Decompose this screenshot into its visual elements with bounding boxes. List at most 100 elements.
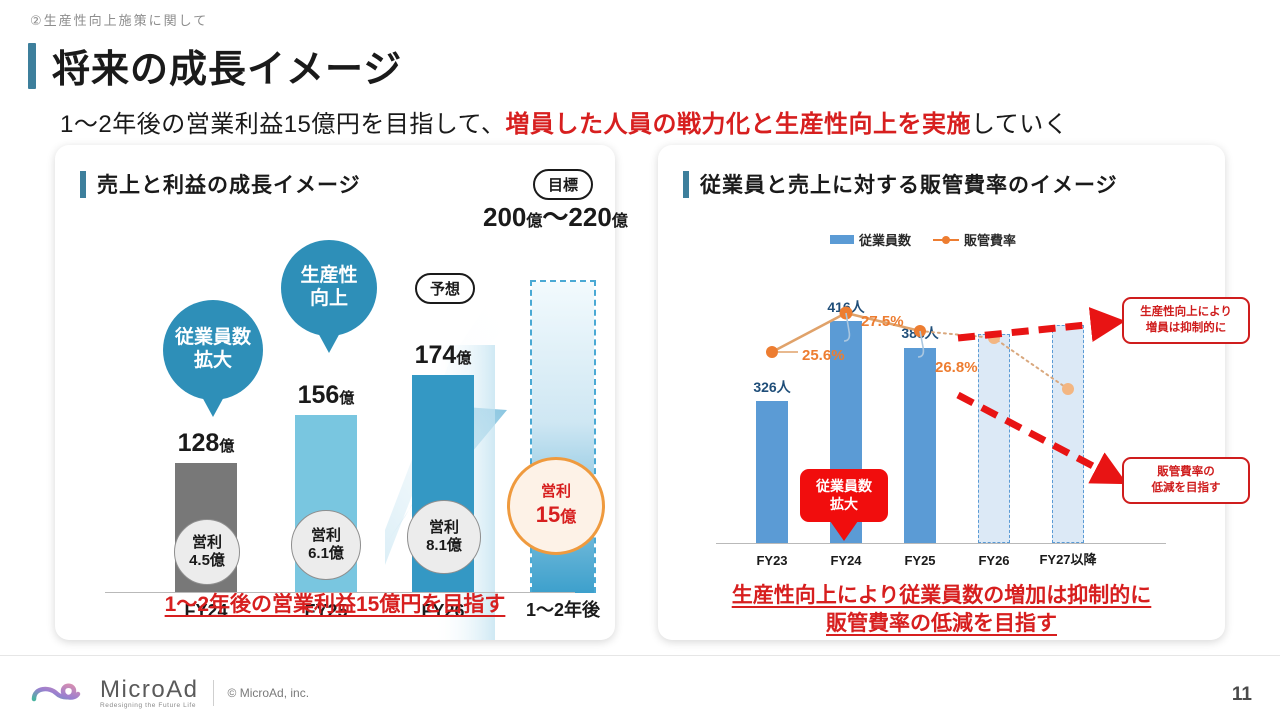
right-panel-title: 従業員と売上に対する販管費率のイメージ	[700, 174, 1118, 197]
profit-label-fy25: 営利	[310, 526, 341, 544]
xaxis-label-fy26: FY26	[421, 601, 465, 621]
callout-tail	[830, 521, 858, 541]
rxaxis-label-fy27: FY27以降	[1039, 552, 1097, 567]
bubble-employee-line1: 従業員数	[174, 327, 251, 349]
bubble-productivity: 生産性 向上	[281, 240, 377, 353]
sgna-value-fy24: 27.5%	[861, 313, 904, 330]
title-accent-bar	[28, 42, 36, 89]
rxaxis-label-fy23: FY23	[756, 553, 788, 568]
right-footer-line1: 生産性向上により従業員数の増加は抑制的に	[731, 584, 1152, 607]
employee-sgna-chart: 326人 416人 388人 25.6%	[658, 145, 1225, 640]
rbar-fy27-projected	[1052, 325, 1084, 543]
footer-brand: MicroAd Redesigning the Future Life © Mi…	[30, 676, 309, 709]
trend-arrows	[956, 307, 1128, 485]
profit-circle-fy26: 営利 8.1億	[407, 500, 481, 574]
profit-circle-fy25: 営利 6.1億	[291, 510, 361, 580]
footer-divider	[0, 655, 1280, 656]
goal-badge: 目標	[533, 169, 594, 200]
profit-label-fy26: 営利	[428, 518, 459, 536]
goal-range-label: 200億～220億	[483, 197, 628, 234]
profit-value-fy26: 8.1億	[426, 537, 462, 554]
legend-label-employees: 従業員数	[859, 233, 912, 248]
xaxis-label-future: 1～2年後	[525, 600, 601, 620]
eyebrow-label: ②生産性向上施策に関して	[30, 13, 209, 28]
legend-item-sgna-rate: 販管費率	[933, 230, 1016, 249]
microad-logo-icon	[31, 683, 81, 701]
rxaxis-label-fy25: FY25	[904, 553, 936, 568]
trend-arrow-employees	[957, 307, 1126, 342]
right-chart-legend: 従業員数 販管費率	[830, 230, 1016, 249]
rbar-value-fy23: 326人	[753, 379, 791, 395]
subtitle-post: していく	[970, 111, 1069, 138]
rbar-fy26-projected	[978, 334, 1010, 543]
rxaxis-label-fy26: FY26	[978, 553, 1010, 568]
sgna-marker-fy27	[1062, 383, 1074, 395]
goal-range-min: 200	[483, 202, 527, 232]
copyright-text: © MicroAd, inc.	[227, 685, 310, 700]
legend-item-employees: 従業員数	[830, 230, 911, 249]
right-footer-line2: 販管費率の低減を目指す	[826, 612, 1057, 636]
profit-label-future: 営利	[540, 483, 571, 501]
legend-label-sgna-rate: 販管費率	[964, 233, 1017, 248]
sgna-marker-fy23	[766, 346, 778, 358]
page-title: 将来の成長イメージ	[28, 38, 402, 93]
note-top-line1: 生産性向上により	[1140, 306, 1232, 318]
title-text: 将来の成長イメージ	[52, 49, 403, 91]
xaxis-label-fy24: FY24	[184, 601, 228, 621]
bar-value-fy26: 174億	[414, 341, 472, 369]
goal-range-unit-max: 億	[611, 213, 628, 230]
left-panel-accent-bar	[80, 170, 86, 198]
callout-line1: 従業員数	[816, 478, 872, 494]
bar-value-fy24: 128億	[177, 429, 235, 457]
note-sgna-reduction: 販管費率の 低減を目指す	[1122, 457, 1250, 505]
bubble-productivity-tail	[317, 331, 341, 353]
bubble-productivity-line1: 生産性	[300, 265, 358, 287]
sales-profit-panel: 売上と利益の成長イメージ	[55, 145, 628, 640]
bubble-employee-line2: 拡大	[193, 350, 232, 371]
right-panel-header: 従業員と売上に対する販管費率のイメージ	[683, 169, 1118, 199]
brand-text-block: MicroAd Redesigning the Future Life	[100, 676, 199, 709]
legend-line-marker-icon	[933, 235, 960, 245]
brand-tagline: Redesigning the Future Life	[100, 702, 197, 709]
employee-sgna-panel: 従業員と売上に対する販管費率のイメージ 従業員数 販管費率 326人 4	[658, 145, 1225, 640]
profit-label-fy24: 営利	[191, 533, 222, 551]
left-chart-axis	[105, 592, 575, 593]
legend-bar-swatch-icon	[830, 235, 854, 244]
note-productivity-restraint: 生産性向上により 増員は抑制的に	[1122, 297, 1250, 345]
left-panel-footer-text: 1～2年後の営業利益15億円を目指す	[164, 593, 506, 616]
right-panel-footer-text: 生産性向上により従業員数の増加は抑制的に 販管費率の低減を目指す	[658, 582, 1225, 639]
sgna-value-fy25: 26.8%	[935, 359, 978, 376]
sgna-value-fy23: 25.6%	[802, 347, 845, 364]
trend-arrow-sgna	[956, 391, 1128, 485]
profit-value-fy25: 6.1億	[308, 545, 344, 562]
brand-name: MicroAd	[100, 676, 199, 703]
note-top-line2: 増員は抑制的に	[1145, 321, 1227, 334]
bubble-productivity-line2: 向上	[309, 288, 348, 309]
subtitle-pre: 1～2年後の営業利益15億円を目指して、	[60, 111, 506, 138]
goal-range-max: 220	[568, 202, 612, 232]
subtitle: 1～2年後の営業利益15億円を目指して、増員した人員の戦力化と生産性向上を実施し…	[60, 104, 1068, 139]
xaxis-label-fy25: FY25	[304, 601, 348, 621]
rxaxis-label-fy24: FY24	[830, 553, 862, 568]
profit-value-fy24: 4.5億	[189, 552, 225, 569]
left-panel-header: 売上と利益の成長イメージ	[80, 169, 361, 199]
note-bottom-line2: 低減を目指す	[1151, 481, 1221, 494]
bubble-employee-expansion: 従業員数 拡大	[163, 300, 263, 417]
callout-employee-expansion: 従業員数 拡大	[800, 469, 888, 541]
profit-circle-fy24: 営利 4.5億	[174, 519, 240, 585]
callout-line2: 拡大	[830, 495, 858, 512]
bar-value-fy25: 156億	[297, 381, 355, 409]
rbar-fy25	[904, 348, 936, 543]
subtitle-highlight: 増員した人員の戦力化と生産性向上を実施	[505, 111, 971, 138]
profit-circle-future: 営利 15億	[507, 457, 605, 555]
sales-profit-chart: 128億 156億 174億 目標 200億～220億 予想 従業員数 拡大	[55, 145, 628, 640]
profit-value-future: 15億	[535, 501, 577, 527]
right-chart-axis	[716, 543, 1166, 544]
goal-range-separator: ～	[542, 202, 569, 232]
forecast-badge: 予想	[415, 273, 476, 304]
goal-range-unit-min: 億	[526, 213, 543, 230]
right-panel-accent-bar	[683, 170, 689, 198]
note-bottom-line1: 販管費率の	[1157, 466, 1215, 478]
rbar-fy23	[756, 401, 788, 543]
